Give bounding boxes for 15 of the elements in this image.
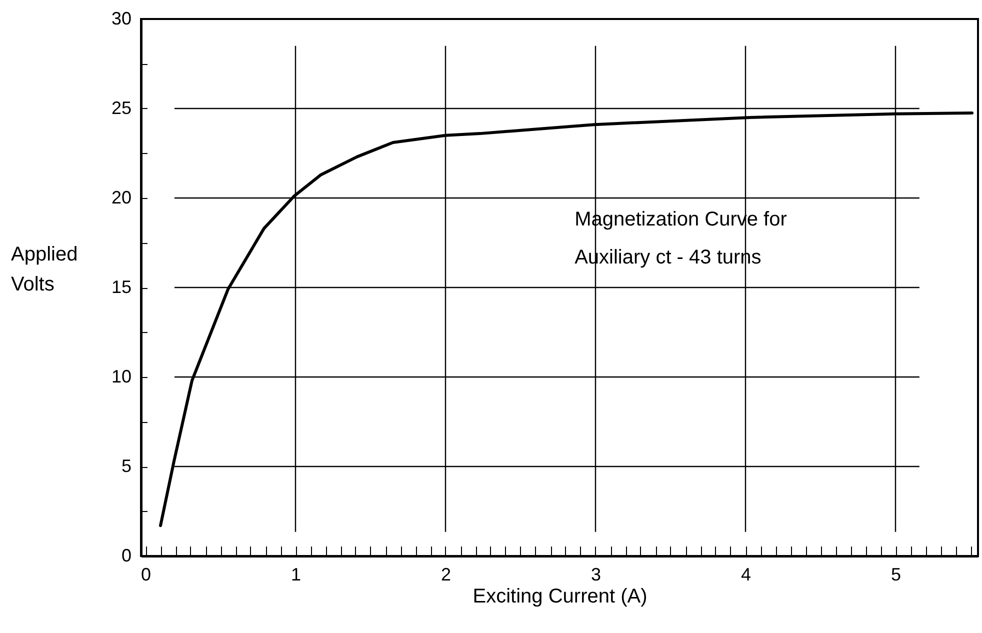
x-tick-label: 1 (290, 564, 302, 584)
y-tick-label: 5 (121, 456, 132, 476)
y-tick-label: 10 (111, 366, 132, 386)
y-tick-label: 20 (111, 188, 132, 208)
y-tick-label: 0 (121, 546, 132, 566)
y-tick-label: 25 (111, 98, 132, 118)
x-tick-label: 4 (740, 564, 752, 584)
x-tick-label: 0 (140, 564, 152, 584)
y-axis-title: Applied Volts (11, 244, 78, 296)
y-tick-label: 30 (111, 8, 132, 28)
x-tick-label: 5 (890, 564, 902, 584)
x-tick-label: 2 (440, 564, 452, 584)
x-axis-title: Exciting Current (A) (472, 586, 648, 608)
x-tick-label: 3 (590, 564, 602, 584)
y-tick-label: 15 (111, 277, 132, 297)
